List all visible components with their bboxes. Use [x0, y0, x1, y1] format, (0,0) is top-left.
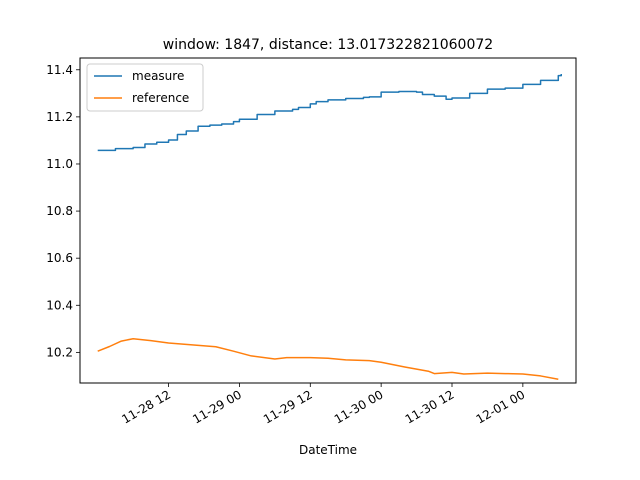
y-tick-label: 11.4: [46, 63, 73, 77]
y-tick-label: 11.2: [46, 110, 73, 124]
series-layer: [97, 74, 562, 380]
series-line-measure: [97, 74, 562, 152]
y-tick-label: 10.8: [46, 204, 73, 218]
plot-frame: [79, 57, 577, 384]
y-tick-label: 10.6: [46, 251, 73, 265]
y-tick-label: 10.4: [46, 298, 73, 312]
x-axis-label: DateTime: [299, 443, 357, 457]
legend: measure reference: [86, 63, 204, 112]
y-tick-label: 10.2: [46, 345, 73, 359]
y-axis: 10.2 10.4 10.6 10.8 11.0 11.2 11.4: [46, 63, 80, 359]
chart-title: window: 1847, distance: 13.0173228210600…: [163, 37, 493, 53]
plot-area: [79, 57, 577, 384]
y-tick-label: 11.0: [46, 157, 73, 171]
series-line-reference: [97, 337, 559, 380]
legend-label-measure: measure: [132, 69, 184, 83]
legend-label-reference: reference: [132, 91, 189, 105]
